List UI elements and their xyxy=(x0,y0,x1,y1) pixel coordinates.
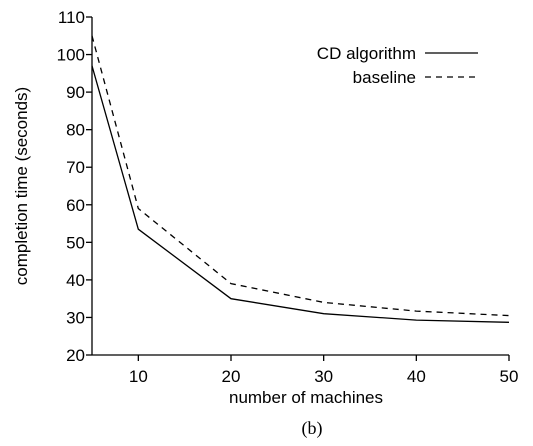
axes xyxy=(91,17,509,356)
x-ticks: 10 20 30 40 50 xyxy=(129,355,519,386)
y-tick-label: 110 xyxy=(58,8,85,27)
y-tick-label: 100 xyxy=(57,46,85,65)
baseline-series-line xyxy=(91,35,510,317)
figure-caption: (b) xyxy=(302,418,323,439)
x-axis-label: number of machines xyxy=(229,388,383,407)
legend-label: baseline xyxy=(353,68,416,87)
y-tick-label: 60 xyxy=(66,196,85,215)
y-tick-label: 90 xyxy=(66,83,85,102)
y-axis-label: completion time (seconds) xyxy=(12,87,31,285)
y-tick-label: 50 xyxy=(66,233,85,252)
x-tick-label: 10 xyxy=(129,367,148,386)
y-tick-label: 30 xyxy=(66,308,85,327)
legend-label: CD algorithm xyxy=(317,44,416,63)
x-tick-label: 20 xyxy=(222,367,241,386)
x-tick-label: 50 xyxy=(500,367,519,386)
legend: CD algorithm baseline xyxy=(317,44,478,87)
x-tick-label: 40 xyxy=(407,367,426,386)
y-ticks: 20 30 40 50 60 70 80 90 100 110 xyxy=(57,8,92,365)
cd-algorithm-series-line xyxy=(91,65,510,323)
x-tick-label: 30 xyxy=(314,367,333,386)
y-tick-label: 20 xyxy=(66,346,85,365)
y-tick-label: 80 xyxy=(66,121,85,140)
series-lines xyxy=(91,35,510,323)
y-tick-label: 70 xyxy=(66,158,85,177)
y-tick-label: 40 xyxy=(66,271,85,290)
